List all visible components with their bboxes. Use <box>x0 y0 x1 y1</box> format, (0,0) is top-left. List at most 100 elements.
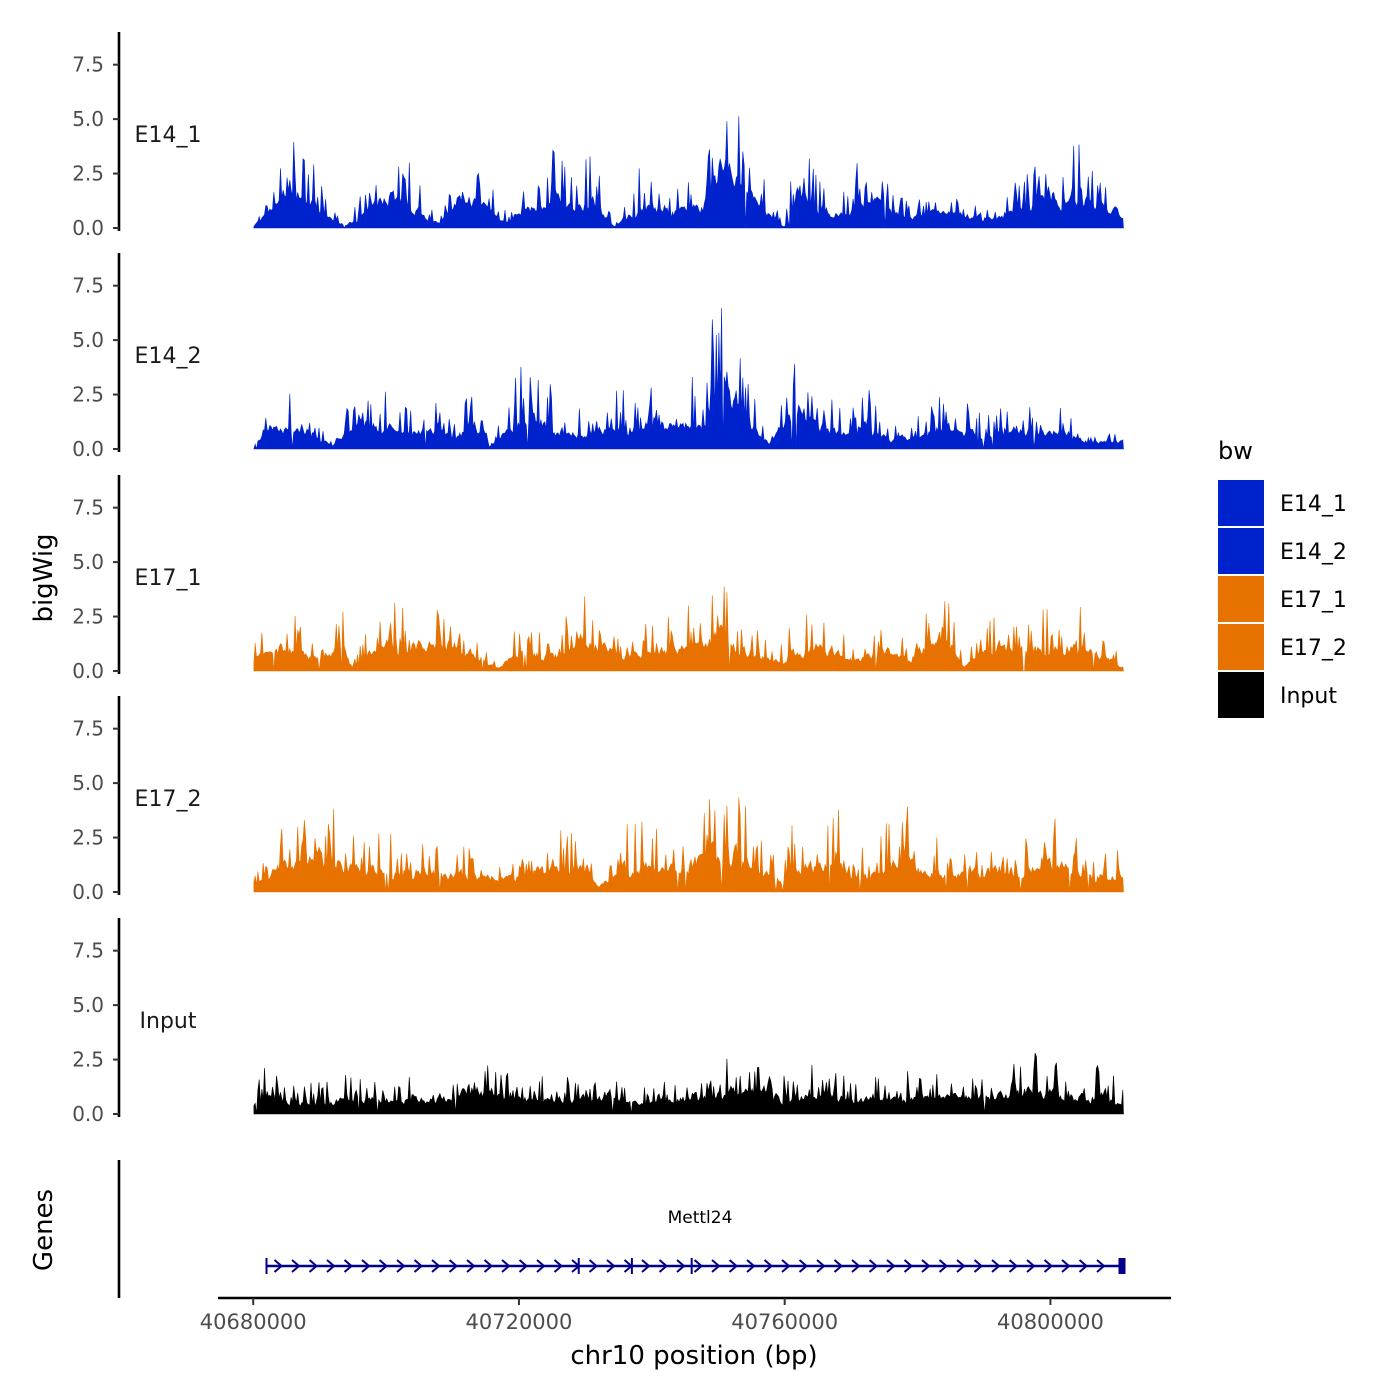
strand-arrow <box>973 1259 984 1273</box>
strand-arrow <box>361 1259 371 1273</box>
strand-arrow <box>851 1259 861 1273</box>
genes-axis-title: Genes <box>29 1189 59 1271</box>
strand-arrow <box>1061 1259 1071 1273</box>
strand-arrow <box>658 1259 669 1273</box>
x-tick-label: 40760000 <box>731 1310 838 1334</box>
y-tick-label: 7.5 <box>72 274 104 298</box>
y-tick-label: 0.0 <box>72 1102 104 1126</box>
track-panel-input: 0.0 2.5 5.0 7.5 Input <box>72 918 1124 1126</box>
y-tick-label: 0.0 <box>72 437 104 461</box>
gene-track: Mettl24 <box>117 1160 1126 1298</box>
strand-arrow <box>378 1259 389 1273</box>
strand-arrow <box>763 1259 774 1273</box>
y-tick-label: 7.5 <box>72 53 104 77</box>
strand-arrow <box>781 1259 791 1273</box>
strand-arrow <box>466 1259 476 1273</box>
y-tick-label: 5.0 <box>72 107 104 131</box>
strand-arrow <box>728 1259 739 1273</box>
strand-arrow <box>553 1259 564 1273</box>
strand-arrow <box>711 1259 721 1273</box>
signal-area <box>253 586 1124 672</box>
strand-arrow <box>798 1259 809 1273</box>
y-tick-label: 2.5 <box>72 1048 104 1072</box>
gene-end-exon <box>1118 1258 1126 1274</box>
legend-swatch <box>1218 624 1264 670</box>
legend-label: E17_2 <box>1280 636 1347 661</box>
y-tick-label: 5.0 <box>72 771 104 795</box>
legend-swatch <box>1218 528 1264 574</box>
y-tick-label: 0.0 <box>72 216 104 240</box>
legend-swatch <box>1218 480 1264 526</box>
x-axis-title: chr10 position (bp) <box>570 1341 817 1371</box>
x-tick-label: 40680000 <box>200 1310 307 1334</box>
strand-arrow <box>1096 1259 1106 1273</box>
legend-label: E14_1 <box>1280 492 1347 517</box>
strand-arrow <box>868 1259 879 1273</box>
track-label: E17_1 <box>135 566 202 591</box>
track-label: E17_2 <box>135 787 202 812</box>
strand-arrow <box>501 1259 511 1273</box>
gene-model: Mettl24 <box>265 1208 1126 1274</box>
track-panel-e17-1: 0.0 2.5 5.0 7.5 E17_1 <box>72 475 1124 683</box>
legend-title: bw <box>1218 437 1253 465</box>
strand-arrow <box>396 1259 406 1273</box>
gene-label: Mettl24 <box>668 1208 733 1228</box>
strand-arrow <box>326 1259 336 1273</box>
strand-arrow <box>273 1259 284 1273</box>
legend-label: E14_2 <box>1280 540 1347 565</box>
strand-arrow <box>1008 1259 1019 1273</box>
track-label: E14_2 <box>135 344 202 369</box>
strand-arrow <box>676 1259 686 1273</box>
track-label: Input <box>140 1009 197 1034</box>
signal-area <box>253 116 1124 229</box>
legend-swatch <box>1218 672 1264 718</box>
strand-arrow <box>1026 1259 1036 1273</box>
x-axis: 40680000 40720000 40760000 40800000 <box>200 1296 1171 1334</box>
y-tick-label: 0.0 <box>72 659 104 683</box>
strand-arrow <box>606 1259 616 1273</box>
strand-arrow <box>588 1259 599 1273</box>
strand-arrow <box>956 1259 966 1273</box>
y-tick-label: 2.5 <box>72 826 104 850</box>
signal-area <box>253 308 1124 450</box>
y-tick-label: 5.0 <box>72 328 104 352</box>
strand-arrow <box>921 1259 931 1273</box>
strand-arrow <box>641 1259 651 1273</box>
y-tick-label: 5.0 <box>72 550 104 574</box>
strand-arrow <box>833 1259 844 1273</box>
y-tick-label: 5.0 <box>72 993 104 1017</box>
strand-arrow <box>991 1259 1001 1273</box>
strand-arrow <box>746 1259 756 1273</box>
strand-arrow <box>308 1259 319 1273</box>
strand-arrow <box>938 1259 949 1273</box>
track-label: E14_1 <box>135 123 202 148</box>
strand-arrow <box>343 1259 354 1273</box>
legend-swatch <box>1218 576 1264 622</box>
x-tick-label: 40720000 <box>466 1310 573 1334</box>
y-tick-label: 0.0 <box>72 880 104 904</box>
strand-arrow <box>483 1259 494 1273</box>
strand-arrow <box>518 1259 529 1273</box>
legend-label: E17_1 <box>1280 588 1347 613</box>
y-tick-label: 7.5 <box>72 939 104 963</box>
signal-area <box>253 1052 1124 1115</box>
legend: bw E14_1 E14_2 E17_1 E17_2 Input <box>1218 437 1347 718</box>
y-tick-label: 2.5 <box>72 162 104 186</box>
strand-arrow <box>1043 1259 1054 1273</box>
strand-arrow <box>886 1259 896 1273</box>
track-panel-e14-2: 0.0 2.5 5.0 7.5 E14_2 <box>72 253 1124 461</box>
track-panel-e14-1: 0.0 2.5 5.0 7.5 E14_1 <box>72 32 1124 240</box>
strand-arrow <box>413 1259 424 1273</box>
x-tick-label: 40800000 <box>997 1310 1104 1334</box>
legend-label: Input <box>1280 684 1337 709</box>
strand-arrow <box>903 1259 914 1273</box>
y-tick-label: 2.5 <box>72 605 104 629</box>
y-axis-title: bigWig <box>29 533 59 622</box>
strand-arrow <box>536 1259 546 1273</box>
tracks-layer: 0.0 2.5 5.0 7.5 E14_1 0.0 2.5 5.0 7.5 E14_2 0.0 2.5… <box>72 32 1124 1126</box>
strand-arrow <box>448 1259 459 1273</box>
y-tick-label: 7.5 <box>72 717 104 741</box>
strand-arrow <box>816 1259 826 1273</box>
strand-arrow <box>291 1259 301 1273</box>
